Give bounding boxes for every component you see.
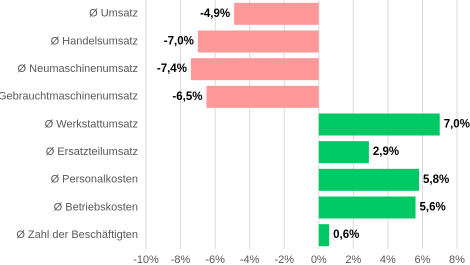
y-tick-label: Ø Neumaschinenumsatz: [18, 63, 138, 75]
value-label: -7,4%: [157, 63, 187, 75]
y-tick-label: Ø Betriebskosten: [54, 201, 138, 213]
value-label: 7,0%: [444, 119, 470, 131]
y-tick-label: Ø Werkstattumsatz: [45, 118, 138, 130]
x-tick-label: -8%: [171, 254, 191, 265]
y-tick-label: Ø Handelsumsatz: [51, 35, 138, 47]
bar: [206, 85, 319, 108]
y-tick-label: Ø Zahl der Beschäftigten: [16, 229, 138, 241]
y-tick-label: Ø Personalkosten: [51, 174, 138, 186]
y-tick-label: Ø Gebrauchtmaschinenumsatz: [0, 91, 138, 103]
x-tick-label: -2%: [274, 254, 294, 265]
value-label: -7,0%: [164, 36, 194, 48]
bar: [190, 58, 319, 81]
value-label: 0,6%: [333, 229, 359, 241]
bar: [234, 2, 319, 25]
y-tick-label: Ø Umsatz: [89, 8, 138, 20]
value-label: 5,6%: [420, 202, 446, 214]
bar: [318, 141, 369, 164]
bar: [318, 196, 416, 219]
value-label: 2,9%: [373, 146, 399, 158]
x-tick-label: -4%: [240, 254, 260, 265]
x-tick-label: -10%: [133, 254, 159, 265]
bar: [318, 113, 440, 136]
value-label: 5,8%: [423, 174, 449, 186]
value-label: -6,5%: [172, 91, 202, 103]
x-tick-label: 6%: [414, 254, 430, 265]
x-tick-label: 4%: [380, 254, 396, 265]
y-tick-label: Ø Ersatzteilumsatz: [46, 146, 138, 158]
x-tick-label: 2%: [345, 254, 361, 265]
bar: [197, 30, 319, 53]
x-tick-label: 0%: [311, 254, 327, 265]
bar: [318, 168, 419, 191]
x-tick-label: -6%: [205, 254, 225, 265]
bar: [318, 224, 330, 247]
x-tick-label: 8%: [449, 254, 465, 265]
value-label: -4,9%: [200, 8, 230, 20]
